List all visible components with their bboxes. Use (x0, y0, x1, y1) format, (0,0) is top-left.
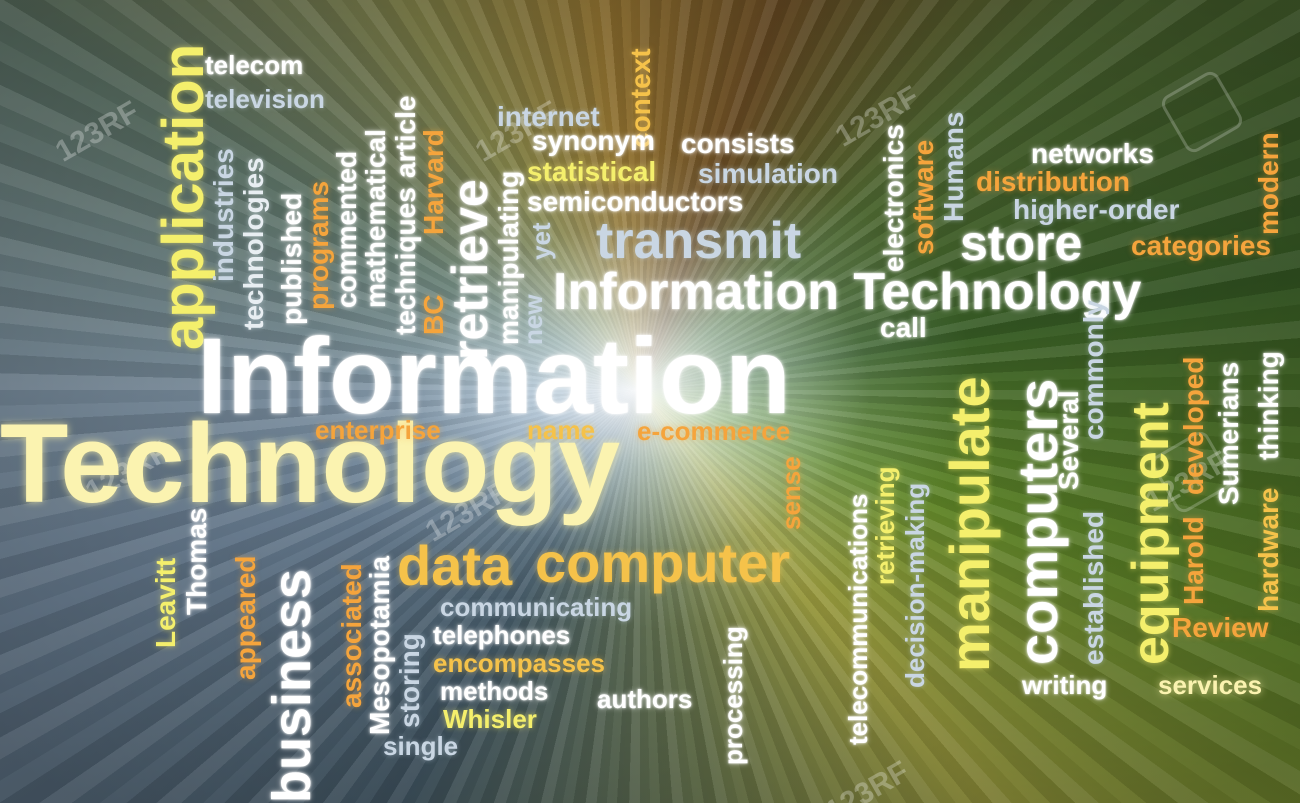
word-telecom: telecom (205, 50, 304, 80)
word-categories: categories (1131, 230, 1272, 261)
word-published: published (276, 192, 307, 325)
word-industries: industries (208, 148, 239, 282)
word-associated: associated (336, 563, 367, 708)
word-storing: storing (394, 633, 425, 728)
word-distribution: distribution (976, 166, 1130, 197)
word-technology: Technology (0, 401, 621, 526)
word-data: data (397, 534, 513, 597)
word-thomas: Thomas (181, 507, 212, 615)
word-methods: methods (440, 676, 549, 706)
word-computer: computer (535, 531, 791, 594)
word-techniques: techniques (390, 187, 421, 335)
word-writing: writing (1022, 670, 1108, 700)
word-decision-making: decision-making (900, 482, 930, 688)
word-services: services (1158, 670, 1263, 700)
word-technologies: technologies (238, 157, 269, 330)
word-commented: commented (331, 150, 362, 308)
word-telecommunications: telecommunications (843, 493, 873, 745)
word-electronics: electronics (878, 124, 909, 272)
word-established: established (1078, 510, 1109, 665)
word-encompasses: encompasses (433, 648, 605, 678)
word-retrieving: retrieving (870, 466, 900, 586)
word-information-technology: Information Technology (553, 263, 1142, 321)
word-authors: authors (597, 684, 693, 714)
word-semiconductors: semiconductors (527, 186, 744, 217)
word-modern: modern (1253, 132, 1284, 235)
word-enterprise: enterprise (315, 415, 441, 445)
watermark-text: 123RF (50, 94, 145, 169)
word-leavitt: Leavitt (150, 557, 181, 648)
word-harold: Harold (1178, 516, 1209, 605)
word-humans: Humans (938, 111, 969, 222)
word-telephones: telephones (433, 620, 571, 650)
word-appeared: appeared (230, 555, 261, 681)
word-store: store (960, 215, 1083, 271)
word-simulation: simulation (698, 158, 839, 189)
word-programs: programs (303, 180, 334, 310)
word-software: software (908, 139, 939, 255)
word-article: article (390, 95, 421, 179)
word-information: Information (197, 315, 791, 436)
word-review: Review (1172, 612, 1269, 643)
word-television: television (205, 84, 325, 114)
word-consists: consists (681, 128, 795, 159)
word-networks: networks (1031, 138, 1154, 169)
word-sense: sense (776, 456, 806, 530)
word-single: single (383, 731, 459, 761)
word-mesopotamia: Mesopotamia (364, 556, 395, 735)
word-commonly: commonly (1078, 299, 1109, 440)
watermark-text: 123RF (820, 754, 915, 803)
word-statistical: statistical (527, 156, 657, 187)
word-name: name (527, 415, 595, 445)
watermark-logo-icon (1158, 68, 1246, 156)
word-business: business (262, 568, 322, 803)
word-application: application (151, 43, 216, 350)
word-processing: processing (718, 626, 748, 765)
word-developed: developed (1178, 356, 1209, 495)
word-manipulate: manipulate (938, 376, 1001, 672)
word-thinking: thinking (1253, 351, 1284, 460)
word-synonym: synonym (532, 125, 655, 156)
word-transmit: transmit (596, 212, 802, 270)
word-mathematical: mathematical (360, 129, 391, 308)
word-e-commerce: e-commerce (637, 416, 791, 446)
word-communicating: communicating (440, 592, 633, 622)
word-internet: internet (497, 101, 600, 132)
word-sumerians: Sumerians (1213, 361, 1244, 505)
word-equipment: equipment (1122, 402, 1180, 665)
word-whisler: Whisler (443, 704, 537, 734)
word-hardware: hardware (1253, 487, 1284, 613)
word-yet: yet (526, 222, 556, 260)
word-higher-order: higher-order (1013, 194, 1180, 225)
word-call: call (880, 312, 927, 343)
